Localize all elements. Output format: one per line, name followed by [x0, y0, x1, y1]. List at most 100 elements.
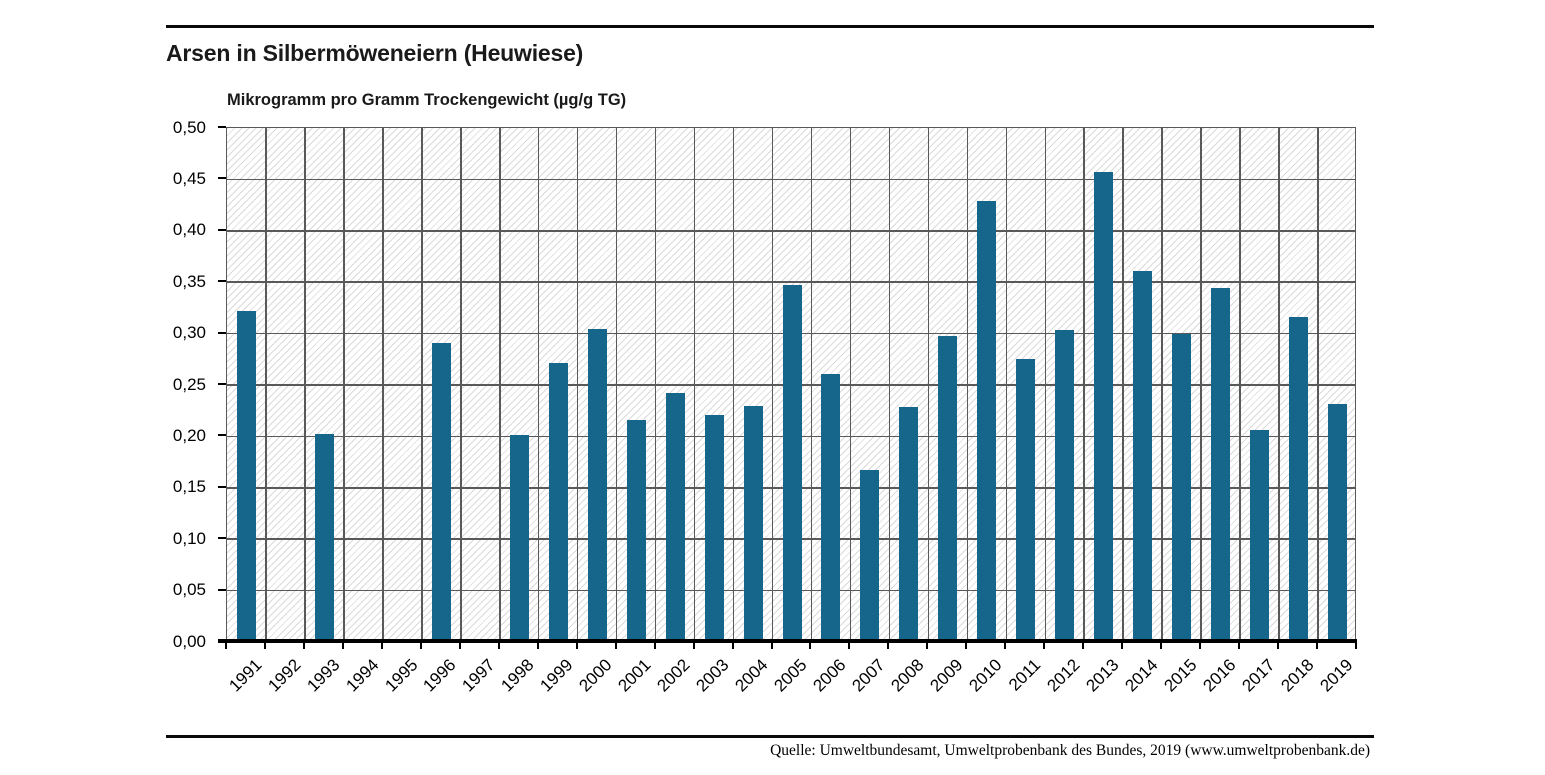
- vertical-gridline: [1122, 128, 1124, 640]
- y-axis-tick: [218, 331, 226, 334]
- x-tick-label: 2011: [1005, 655, 1045, 695]
- vertical-gridline: [654, 128, 657, 640]
- vertical-gridline: [693, 128, 696, 640]
- bar-2015: [1172, 333, 1192, 640]
- x-tick-label: 1996: [419, 655, 461, 696]
- x-axis-tick: [497, 642, 500, 649]
- x-axis-tick: [1043, 642, 1046, 649]
- vertical-gridline: [888, 128, 891, 640]
- x-tick-label: 1993: [302, 655, 344, 696]
- y-tick-label: 0,15: [172, 477, 206, 497]
- vertical-gridline: [421, 128, 423, 640]
- y-axis-tick: [218, 126, 226, 128]
- y-axis-tick: [218, 434, 226, 437]
- vertical-gridline: [1317, 128, 1319, 640]
- x-axis-tick: [1277, 642, 1280, 649]
- x-axis-tick: [653, 642, 656, 649]
- x-axis-tick: [302, 642, 305, 649]
- y-axis-tick: [218, 177, 226, 180]
- bar-2014: [1133, 270, 1153, 640]
- bar-2018: [1289, 317, 1309, 640]
- y-axis-tick: [218, 280, 226, 283]
- x-tick-label: 2001: [614, 655, 655, 696]
- y-tick-label: 0,40: [172, 220, 206, 240]
- y-axis-tick: [218, 588, 226, 591]
- x-axis-tick: [536, 642, 539, 649]
- bar-2005: [782, 285, 802, 640]
- vertical-gridline: [732, 128, 735, 640]
- vertical-gridline: [1278, 128, 1280, 640]
- x-tick-label: 1995: [380, 655, 422, 696]
- x-tick-label: 2005: [770, 655, 811, 696]
- x-tick-label: 2004: [731, 655, 772, 696]
- bar-1999: [548, 363, 568, 640]
- bar-2019: [1328, 403, 1348, 640]
- x-axis-tick: [380, 642, 383, 649]
- vertical-gridline: [771, 128, 774, 640]
- x-tick-label: 1994: [341, 655, 383, 696]
- horizontal-gridline: [227, 281, 1355, 283]
- x-axis-line: [218, 639, 1357, 643]
- x-axis-tick: [731, 642, 734, 649]
- source-note: Quelle: Umweltbundesamt, Umweltprobenban…: [770, 742, 1370, 759]
- vertical-gridline: [343, 128, 345, 640]
- bar-2012: [1055, 329, 1075, 640]
- bar-1998: [509, 435, 529, 640]
- y-axis-tick: [218, 640, 226, 642]
- x-tick-label: 2002: [653, 655, 694, 696]
- vertical-gridline: [1200, 128, 1202, 640]
- bar-2009: [938, 335, 958, 640]
- x-axis-tick: [1355, 642, 1357, 649]
- x-axis-tick: [575, 642, 578, 649]
- x-axis-tick: [926, 642, 929, 649]
- plot-area: [226, 127, 1356, 641]
- x-axis-tick: [692, 642, 695, 649]
- x-axis-tick: [1121, 642, 1124, 649]
- bar-2006: [821, 373, 841, 640]
- bar-2010: [977, 201, 997, 640]
- y-axis-title: Mikrogramm pro Gramm Trockengewicht (µg/…: [227, 91, 627, 109]
- bar-2007: [860, 470, 880, 640]
- x-tick-label: 2015: [1160, 655, 1201, 696]
- x-tick-label: 2000: [575, 655, 616, 696]
- y-tick-label: 0,00: [172, 631, 206, 651]
- horizontal-gridline: [227, 178, 1355, 181]
- vertical-gridline: [615, 128, 618, 640]
- x-axis-tick: [1160, 642, 1163, 649]
- x-tick-label: 2008: [887, 655, 928, 696]
- x-tick-label: 2007: [848, 655, 889, 696]
- x-tick-label: 1999: [536, 655, 577, 696]
- y-axis-tick: [218, 537, 226, 540]
- bar-2008: [899, 406, 919, 640]
- y-tick-label: 0,25: [172, 374, 206, 394]
- bar-2017: [1250, 430, 1270, 640]
- vertical-gridline: [849, 128, 852, 640]
- vertical-gridline: [1083, 128, 1085, 640]
- bar-1996: [431, 342, 451, 640]
- bar-2001: [626, 420, 646, 640]
- y-tick-label: 0,05: [172, 580, 206, 600]
- vertical-gridline: [304, 128, 306, 640]
- x-axis-tick: [614, 642, 617, 649]
- x-axis-tick: [458, 642, 461, 649]
- bar-2016: [1211, 288, 1231, 640]
- bar-2004: [743, 405, 763, 640]
- bar-2011: [1016, 359, 1036, 640]
- x-tick-label: 2003: [692, 655, 733, 696]
- horizontal-gridline: [227, 230, 1355, 232]
- y-axis-tick: [218, 485, 226, 488]
- x-axis-tick: [225, 642, 227, 649]
- x-tick-label: 2018: [1277, 655, 1318, 696]
- x-axis-tick: [809, 642, 812, 649]
- bar-1993: [314, 434, 334, 640]
- x-tick-label: 1992: [263, 655, 305, 696]
- x-axis-tick: [770, 642, 773, 649]
- bar-1991: [236, 311, 256, 640]
- vertical-gridline: [1044, 128, 1047, 640]
- x-axis-tick: [1004, 642, 1007, 649]
- vertical-gridline: [1161, 128, 1163, 640]
- x-tick-label: 2016: [1199, 655, 1240, 696]
- x-tick-label: 1998: [497, 655, 538, 696]
- x-axis-tick: [965, 642, 968, 649]
- x-tick-label: 1997: [458, 655, 500, 696]
